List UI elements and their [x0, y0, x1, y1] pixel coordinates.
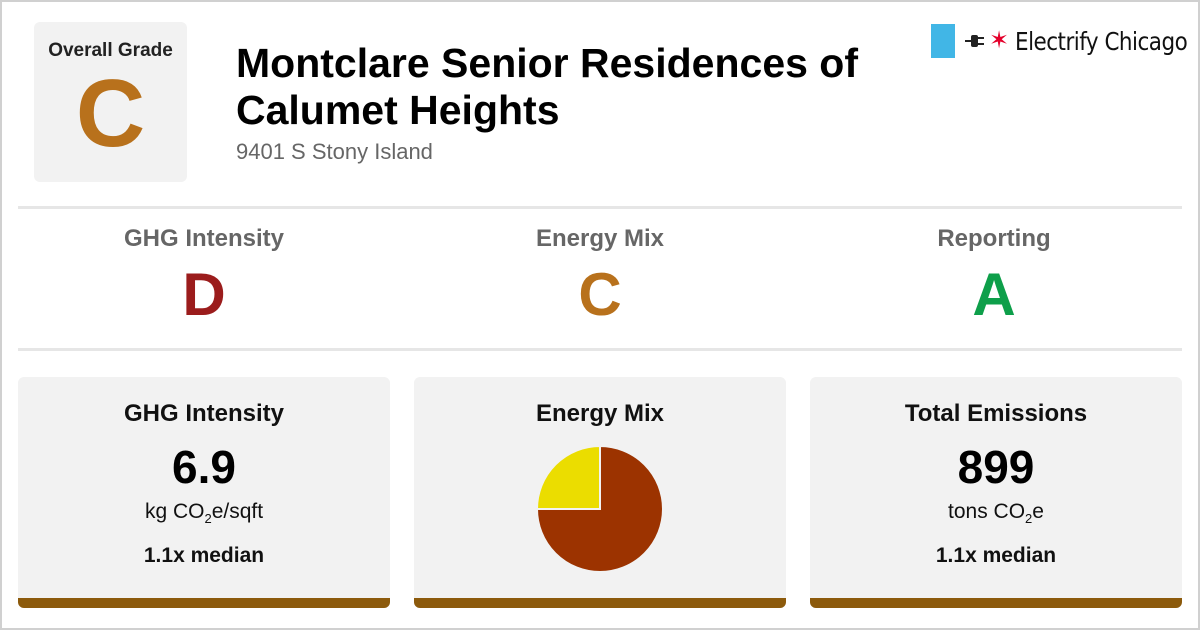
- grades-divider: [18, 348, 1182, 351]
- emissions-median-comparison: 1.1x median: [935, 544, 1057, 568]
- ghg-intensity-value: 6.9: [172, 441, 236, 493]
- subgrade-letter: C: [578, 261, 622, 328]
- subgrade-ghg-intensity: GHG Intensity D: [14, 225, 394, 325]
- card-heading: Total Emissions: [904, 400, 1088, 427]
- card-heading: Energy Mix: [535, 400, 665, 427]
- unit-prefix: kg CO: [144, 500, 205, 523]
- total-emissions-value: 899: [957, 441, 1035, 493]
- subgrade-reporting: Reporting A: [804, 225, 1184, 325]
- overall-grade-letter: C: [75, 60, 146, 167]
- card-bottom-bar: [810, 598, 1182, 608]
- chicago-flag-stripe-icon: [931, 24, 955, 58]
- total-emissions-card: Total Emissions 899 tons CO2e 1.1x media…: [810, 377, 1182, 608]
- subgrade-label: GHG Intensity: [123, 225, 285, 252]
- card-bottom-bar: [414, 598, 786, 608]
- energy-mix-card: Energy Mix: [414, 377, 786, 608]
- overall-grade-label: Overall Grade: [48, 40, 173, 61]
- ghg-intensity-unit: kg CO2e/sqft: [18, 500, 390, 526]
- ghg-intensity-card: GHG Intensity 6.9 kg CO2e/sqft 1.1x medi…: [18, 377, 390, 608]
- card-heading: GHG Intensity: [123, 400, 285, 427]
- red-star-icon: ✶: [989, 27, 1010, 54]
- ghg-median-comparison: 1.1x median: [143, 544, 265, 568]
- unit-subscript: 2: [1025, 511, 1033, 527]
- unit-prefix: tons CO: [948, 500, 1026, 523]
- subgrade-label: Energy Mix: [535, 225, 665, 252]
- unit-suffix: e: [1032, 500, 1044, 523]
- unit-suffix: e/sqft: [211, 500, 264, 523]
- logo-name: Electrify Chicago: [1015, 26, 1188, 56]
- plug-icon: [965, 35, 984, 47]
- subgrade-letter: A: [972, 261, 1016, 328]
- electrify-chicago-logo[interactable]: ✶ Electrify Chicago: [931, 23, 1200, 59]
- unit-subscript: 2: [204, 511, 212, 527]
- subgrade-letter: D: [182, 261, 226, 328]
- subgrade-label: Reporting: [937, 225, 1051, 252]
- subgrade-energy-mix: Energy Mix C: [410, 225, 790, 325]
- total-emissions-unit: tons CO2e: [810, 500, 1182, 526]
- energy-mix-pie-chart: [535, 444, 664, 573]
- building-address: 9401 S Stony Island: [236, 139, 433, 164]
- pie-slice: [535, 444, 601, 510]
- card-bottom-bar: [18, 598, 390, 608]
- header-divider: [18, 206, 1182, 209]
- overall-grade-box: Overall Grade C: [34, 22, 187, 182]
- building-title: Montclare Senior Residences of Calumet H…: [236, 40, 859, 133]
